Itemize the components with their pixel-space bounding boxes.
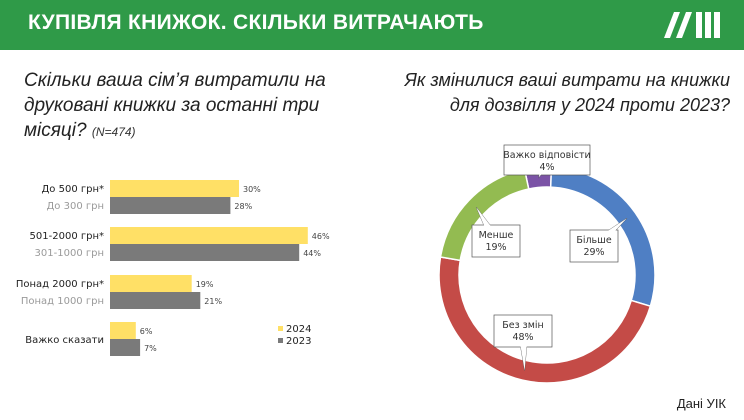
left-question-text: Скільки ваша сім’я витратили на друкован… [24,70,326,141]
slice-value: 19% [485,242,506,253]
category-label-2023: Понад 1000 грн [21,296,104,307]
callout-pointer-fill [538,157,552,178]
slice-value: 29% [583,247,604,258]
bar-2023 [110,339,141,356]
callout-pointer-fill [476,207,501,244]
left-question: Скільки ваша сім’я витратили на друкован… [24,68,354,145]
bar-value-label: 21% [204,297,222,306]
category-label-2023: 301-1000 грн [35,248,104,259]
data-source: Дані УІК [676,396,726,411]
bar-value-label: 7% [144,344,157,353]
bar-2024 [110,275,192,292]
category-label-2024: До 500 грн* [41,184,104,195]
logo-icon [664,12,720,38]
bar-value-label: 28% [234,202,252,211]
bar-2024 [110,322,136,339]
category-label: Важко сказати [25,335,104,346]
legend-label: 2023 [286,336,311,347]
spending-bar-chart: 30% 28% До 500 грн* До 300 грн 46% 44% 501-200… [16,180,330,356]
bar-value-label: 6% [140,327,153,336]
page-title: КУПІВЛЯ КНИЖОК. СКІЛЬКИ ВИТРАЧАЮТЬ [28,11,484,34]
category-label-2024: 501-2000 грн* [30,231,104,242]
bar-2024 [110,180,239,197]
bar-2023 [110,197,231,214]
slice-label: Більше [576,235,612,246]
slice-value: 4% [539,162,554,173]
bar-2023 [110,244,300,261]
callout-pointer-fill [590,218,627,250]
category-label-2023: До 300 грн [46,201,104,212]
legend-label: 2024 [286,324,311,335]
bar-2024 [110,227,308,244]
callout-pointer-fill [518,330,528,371]
legend-swatch [278,338,283,343]
slice-label: Менше [479,230,514,241]
donut-slice [439,168,530,262]
slice-value: 48% [512,332,533,343]
bar-value-label: 44% [303,249,321,258]
bar-value-label: 19% [196,280,214,289]
category-label-2024: Понад 2000 грн* [16,279,104,290]
bar-value-label: 46% [312,232,330,241]
bar-2023 [110,292,201,309]
bar-value-label: 30% [243,185,261,194]
sample-size: (N=474) [91,125,136,139]
slice-label: Без змін [502,320,544,331]
slice-label: Важко відповісти [503,150,590,161]
legend-swatch [278,326,283,331]
header-bar: КУПІВЛЯ КНИЖОК. СКІЛЬКИ ВИТРАЧАЮТЬ [0,0,744,50]
right-question: Як змінилися ваші витрати на книжки для … [404,70,730,115]
